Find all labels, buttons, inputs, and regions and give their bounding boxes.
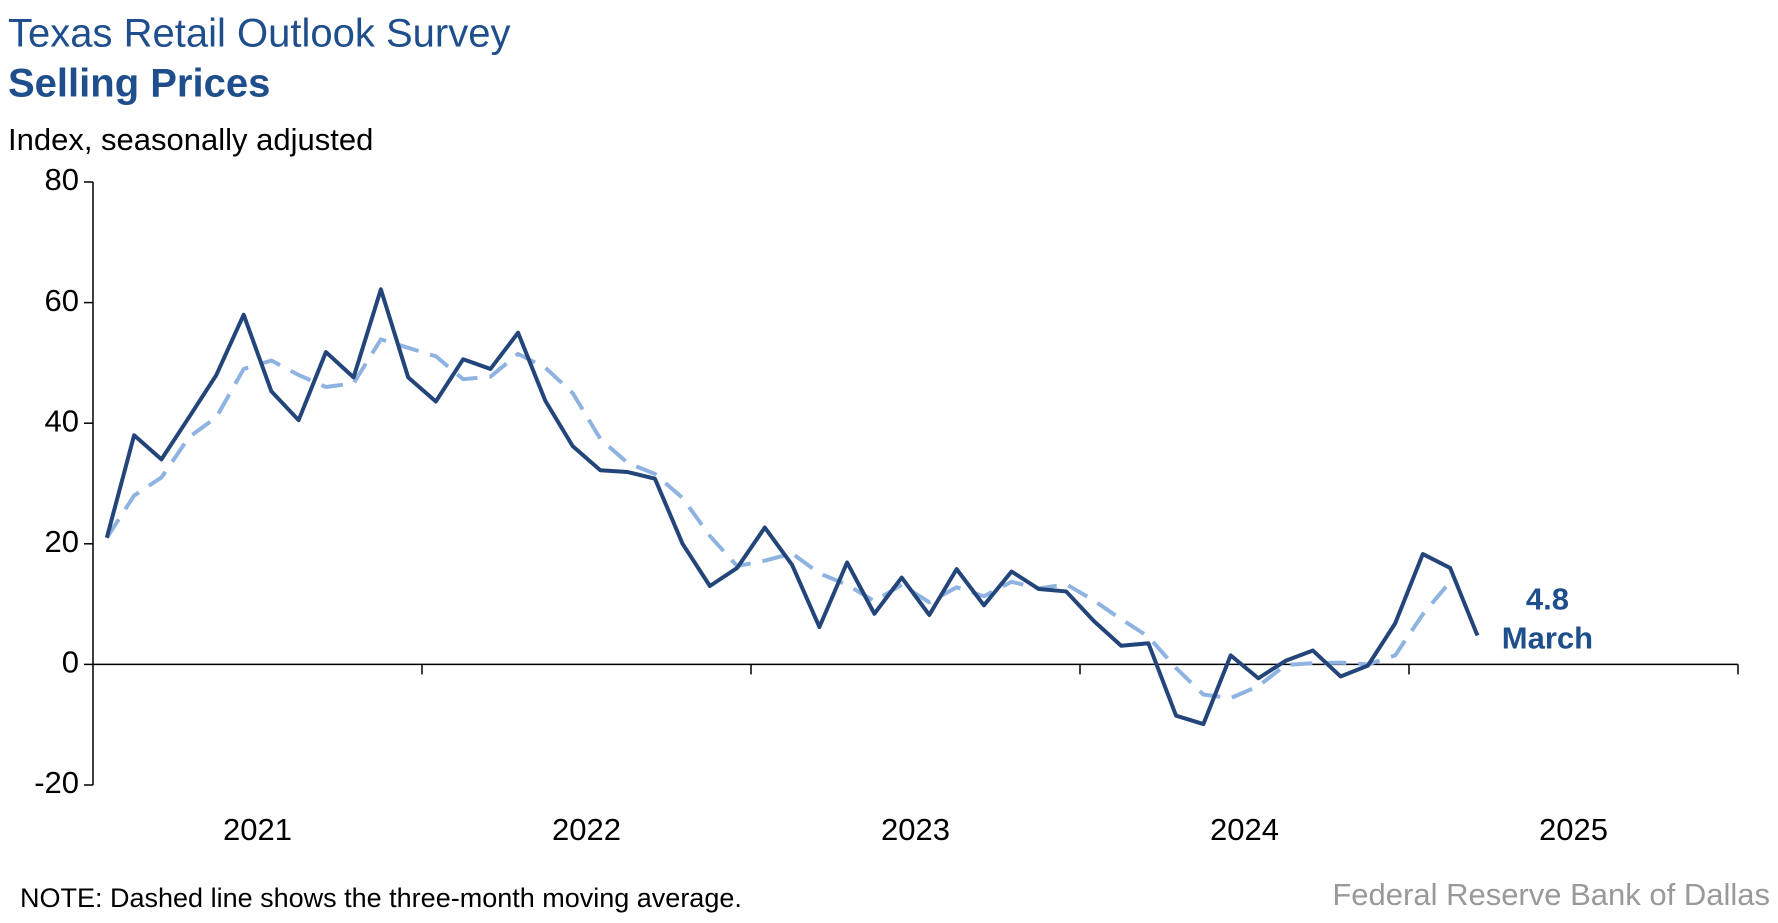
series-line: [105, 337, 1452, 701]
annotation: March: [1502, 621, 1593, 656]
x-tick-label: 2025: [1539, 812, 1608, 847]
y-axis-label: Index, seasonally adjusted: [8, 122, 373, 157]
y-tick-label: -20: [34, 765, 79, 800]
y-tick-label: 80: [45, 162, 79, 197]
y-tick-label: 0: [62, 645, 79, 680]
x-tick-label: 2024: [1210, 812, 1279, 847]
series-line: [104, 287, 1480, 727]
chart-title: Texas Retail Outlook Survey: [8, 12, 510, 56]
x-tick-label: 2023: [881, 812, 950, 847]
y-tick-label: 40: [45, 403, 79, 438]
source: Federal Reserve Bank of Dallas: [1332, 877, 1770, 912]
y-tick-label: 60: [45, 283, 79, 318]
chart-subtitle: Selling Prices: [8, 62, 270, 106]
y-tick-label: 20: [45, 524, 79, 559]
value-label: 4.8: [1526, 582, 1569, 617]
x-tick-label: 2022: [552, 812, 621, 847]
note: NOTE: Dashed line shows the three-month …: [20, 883, 742, 913]
x-tick-label: 2021: [223, 812, 292, 847]
